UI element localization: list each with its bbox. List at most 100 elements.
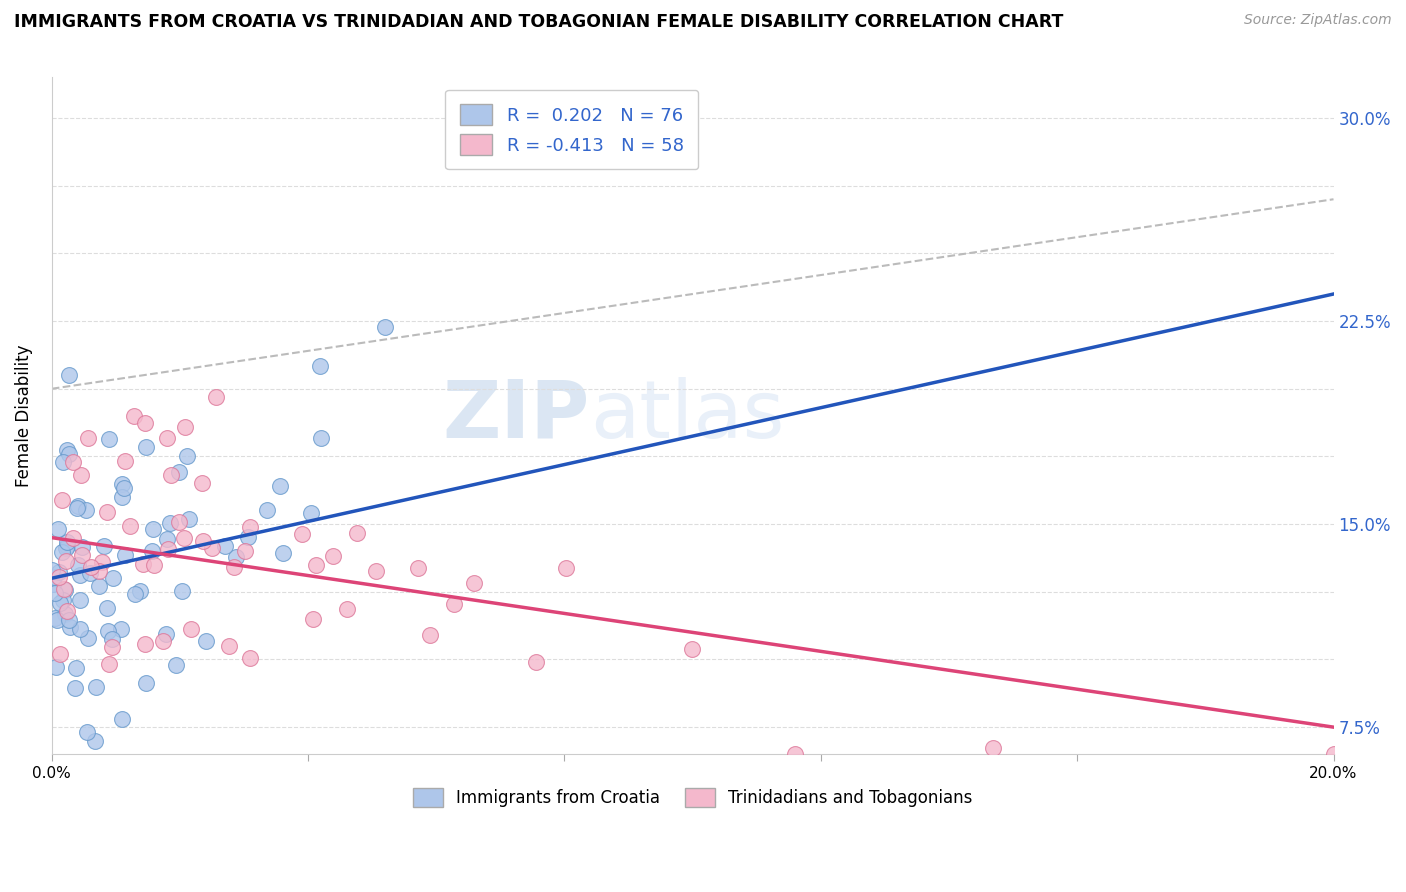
Point [134,637,156,651]
Point [304,558,326,573]
Point [167,516,190,530]
Point [96,601,118,615]
Point [110,622,132,636]
Point [45,613,67,627]
Point [681,642,703,657]
Point [173,531,195,545]
Point [291,526,314,541]
Point [269,479,291,493]
Point [179,512,201,526]
Point [97,624,120,638]
Point [87,579,110,593]
Point [45,660,67,674]
Point [155,532,177,546]
Point [176,449,198,463]
Point [785,747,807,762]
Point [70,467,93,482]
Point [463,576,485,591]
Point [156,542,179,557]
Point [49,647,72,661]
Point [42,576,65,591]
Point [56,535,79,549]
Point [346,525,368,540]
Point [111,490,134,504]
Point [48,565,70,579]
Point [233,544,256,558]
Point [225,549,247,564]
Point [1322,747,1344,762]
Point [58,368,80,382]
Point [80,560,103,574]
Point [364,564,387,578]
Point [93,539,115,553]
Point [155,626,177,640]
Point [336,601,359,615]
Point [52,593,75,607]
Text: ZIP: ZIP [443,376,591,455]
Point [124,409,146,423]
Point [129,583,152,598]
Point [142,522,165,536]
Point [124,587,146,601]
Point [174,419,197,434]
Point [236,530,259,544]
Point [56,442,79,457]
Point [87,564,110,578]
Point [419,628,441,642]
Point [69,622,91,636]
Point [53,607,76,622]
Point [55,604,77,618]
Point [65,661,87,675]
Point [66,501,89,516]
Point [134,416,156,430]
Point [132,557,155,571]
Point [48,570,70,584]
Point [159,516,181,531]
Point [191,533,214,548]
Point [167,465,190,479]
Point [79,566,101,580]
Point [53,583,76,598]
Point [152,634,174,648]
Point [101,571,124,585]
Point [239,650,262,665]
Point [69,568,91,582]
Point [214,539,236,553]
Text: atlas: atlas [591,376,785,455]
Point [135,676,157,690]
Point [53,582,76,596]
Point [271,545,294,559]
Point [156,431,179,445]
Point [160,468,183,483]
Point [70,540,93,554]
Point [48,596,70,610]
Point [224,560,246,574]
Y-axis label: Female Disability: Female Disability [15,344,32,487]
Point [101,640,124,654]
Point [76,632,98,646]
Point [76,725,98,739]
Point [55,541,77,556]
Point [51,545,73,559]
Point [374,320,396,334]
Point [555,560,578,574]
Point [52,455,75,469]
Point [101,632,124,646]
Point [120,519,142,533]
Point [62,455,84,469]
Point [111,476,134,491]
Point [322,549,344,563]
Point [51,492,73,507]
Point [58,447,80,461]
Point [75,502,97,516]
Point [135,440,157,454]
Point [59,619,82,633]
Point [55,554,77,568]
Point [201,541,224,556]
Legend: Immigrants from Croatia, Trinidadians and Tobagonians: Immigrants from Croatia, Trinidadians an… [406,781,980,814]
Point [205,390,228,404]
Point [143,558,166,573]
Point [983,740,1005,755]
Point [111,712,134,726]
Point [299,507,322,521]
